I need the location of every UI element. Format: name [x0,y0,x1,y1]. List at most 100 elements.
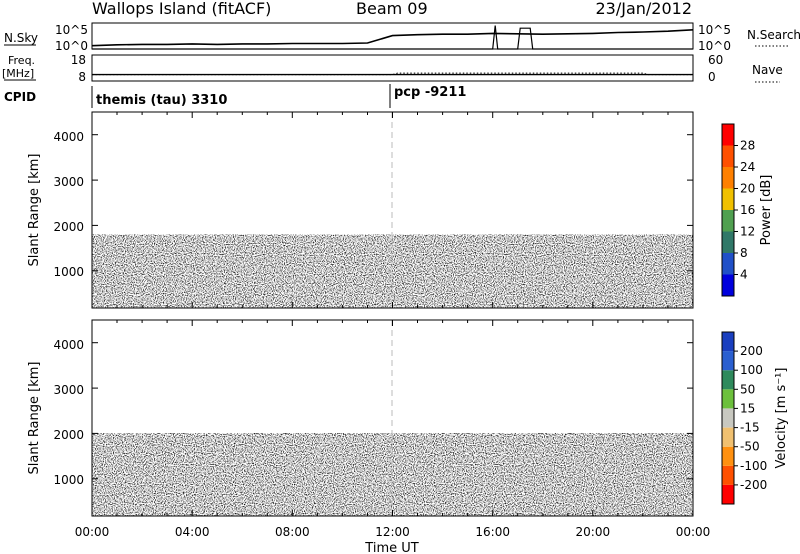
power-colorbar-swatches [722,124,734,296]
power-colorbar-tick-label-3: 16 [740,203,755,217]
power-colorbar-swatch-6 [722,145,734,167]
velocity-colorbar-tick-label-4: 15 [740,401,755,415]
nsearch-tick-bottom: 10^0 [698,39,731,53]
power-ticks [91,112,694,308]
power-colorbar: Power [dB] 4 8 12 16 20 24 28 [721,123,774,297]
velocity-colorbar-tick-label-2: -50 [740,440,760,454]
nave-tick-top: 60 [708,53,723,67]
velocity-colorbar-swatch-8 [722,332,734,352]
power-colorbar-tick-label-4: 20 [740,182,755,196]
cpid-row: CPID themis (tau) 3310 pcp -9211 [4,84,466,108]
nsearch-tick-top: 10^5 [698,23,731,37]
velocity-colorbar-tick-label-6: 100 [740,363,763,377]
power-colorbar-tick-label-1: 8 [740,246,748,260]
x-tick-label-5: 20:00 [576,525,611,539]
power-colorbar-tick-label-0: 4 [740,268,748,282]
x-tick-label-6: 00:00 [676,525,711,539]
velocity-colorbar-tick-label-3: -15 [740,421,760,435]
x-tick-label-3: 12:00 [375,525,410,539]
nsearch-series-line [92,25,693,50]
velBlobs-feature-2 [242,469,343,500]
powerBlobs-feature-3 [392,234,418,271]
cpid-label: CPID [4,90,36,104]
nsky-tick-bottom: 10^0 [55,39,88,53]
nave-tick-bottom: 0 [708,70,716,84]
power-ytick-4000: 4000 [53,130,84,144]
nave-series-line [92,72,693,76]
freq-unit-label: [MHz] [2,67,34,80]
power-colorbar-tick-label-5: 24 [740,160,755,174]
velocity-colorbar-label: Velocity [m s⁻¹] [774,368,789,469]
power-ytick-3000: 3000 [53,175,84,189]
freq-tick-top: 18 [71,53,86,67]
power-colorbar-swatch-2 [722,231,734,253]
power-colorbar-swatch-0 [722,274,734,296]
cpid-label-pcp: pcp -9211 [394,85,466,100]
velocity-colorbar-swatch-4 [722,408,734,428]
powerBlobs-feature-1 [242,261,318,292]
powerBlobs-feature-0 [92,239,243,271]
power-ylabel: Slant Range [km] [27,154,42,267]
powerBlobs-feature-2 [292,288,393,308]
velocity-ytick-3000: 3000 [53,383,84,397]
power-colorbar-swatch-5 [722,167,734,189]
x-tick-label-1: 04:00 [175,525,210,539]
velocity-ytick-4000: 4000 [53,338,84,352]
velBlobs-feature-1 [192,451,243,475]
velocity-colorbar-swatch-1 [722,465,734,485]
nsky-tick-top: 10^5 [55,23,88,37]
date-title: 23/Jan/2012 [595,0,692,18]
power-colorbar-tick-label-2: 12 [740,225,755,239]
velocity-colorbar-swatches [722,332,734,504]
beam-title: Beam 09 [356,0,428,18]
x-tick-label-0: 00:00 [75,525,110,539]
x-axis-ticks: 00:00 04:00 08:00 12:00 16:00 20:00 00:00 [75,525,711,539]
velocity-colorbar-ticks: -200 -100 -50 -15 15 50 100 200 [734,344,767,492]
velocity-panel: Slant Range [km] 1000 2000 3000 4000 [27,319,694,517]
power-colorbar-tick-label-6: 28 [740,139,755,153]
velocity-ytick-2000: 2000 [53,428,84,442]
velocity-colorbar-tick-label-0: -200 [740,478,767,492]
power-colorbar-label: Power [dB] [759,175,774,246]
power-colorbar-swatch-4 [722,188,734,210]
velocity-colorbar-swatch-0 [722,484,734,504]
velocity-colorbar-swatch-2 [722,446,734,466]
nsky-label: N.Sky [4,31,38,45]
x-tick-label-2: 08:00 [275,525,310,539]
power-ytick-1000: 1000 [53,265,84,279]
velocity-colorbar-swatch-3 [722,427,734,447]
velocity-ylabel: Slant Range [km] [27,362,42,475]
power-colorbar-swatch-3 [722,210,734,232]
nsearch-label: N.Search [747,28,800,42]
power-panel: Slant Range [km] 1000 2000 3000 4000 [27,111,694,309]
velocity-colorbar-swatch-6 [722,370,734,390]
velocity-colorbar-tick-label-1: -100 [740,459,767,473]
power-ytick-2000: 2000 [53,220,84,234]
velocity-colorbar: Velocity [m s⁻¹] -200 -100 -50 -15 15 50 100 20… [721,331,789,505]
velocity-ticks [91,320,694,516]
freq-label: Freq. [8,54,35,67]
x-axis-label: Time UT [364,541,418,554]
nsky-series-line [91,29,694,47]
powerBlobs-feature-5 [617,261,693,308]
velocity-ytick-1000: 1000 [53,473,84,487]
power-colorbar-swatch-1 [722,253,734,275]
power-heatmap [92,234,693,308]
freq-strip: Freq. [MHz] 18 8 60 0 Nave [2,53,783,84]
velBlobs-feature-4 [392,451,693,511]
station-title: Wallops Island (fitACF) [92,0,271,18]
velocity-colorbar-swatch-7 [722,351,734,371]
nsky-strip: N.Sky 10^5 10^0 10^5 10^0 N.Search [4,22,800,53]
velocity-colorbar-swatch-5 [722,389,734,409]
cpid-label-themis: themis (tau) 3310 [96,93,227,108]
freq-tick-bottom: 8 [78,70,86,84]
power-colorbar-ticks: 4 8 12 16 20 24 28 [734,139,755,282]
powerBlobs-feature-4 [417,275,618,285]
velocity-colorbar-tick-label-7: 200 [740,344,763,358]
velocity-heatmap [92,433,693,516]
velocity-colorbar-frame [721,331,735,505]
x-tick-label-4: 16:00 [475,525,510,539]
velocity-colorbar-tick-label-5: 50 [740,382,755,396]
freq-frame [91,54,694,82]
